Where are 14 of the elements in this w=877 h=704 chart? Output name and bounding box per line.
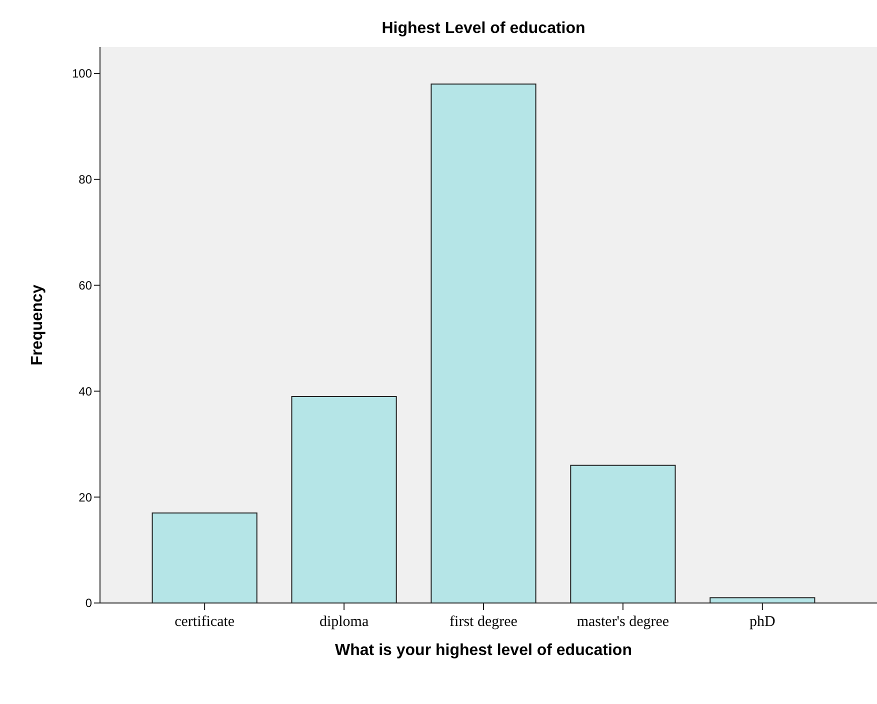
chart-title: Highest Level of education bbox=[382, 20, 586, 37]
y-tick-label: 20 bbox=[78, 490, 92, 504]
x-tick-label: master's degree bbox=[576, 614, 670, 630]
x-tick-label: phD bbox=[749, 614, 776, 630]
x-tick-label: certificate bbox=[174, 614, 235, 630]
x-axis-title: What is your highest level of education bbox=[335, 642, 632, 659]
x-tick-label: first degree bbox=[450, 614, 518, 630]
y-tick-label: 40 bbox=[78, 384, 92, 398]
y-tick-label: 80 bbox=[78, 172, 92, 187]
y-tick-label: 60 bbox=[78, 278, 92, 292]
y-tick-label: 0 bbox=[85, 596, 92, 610]
y-tick-label: 100 bbox=[72, 66, 92, 81]
x-tick-label: diploma bbox=[319, 614, 369, 630]
y-axis-title: Frequency bbox=[29, 284, 46, 366]
